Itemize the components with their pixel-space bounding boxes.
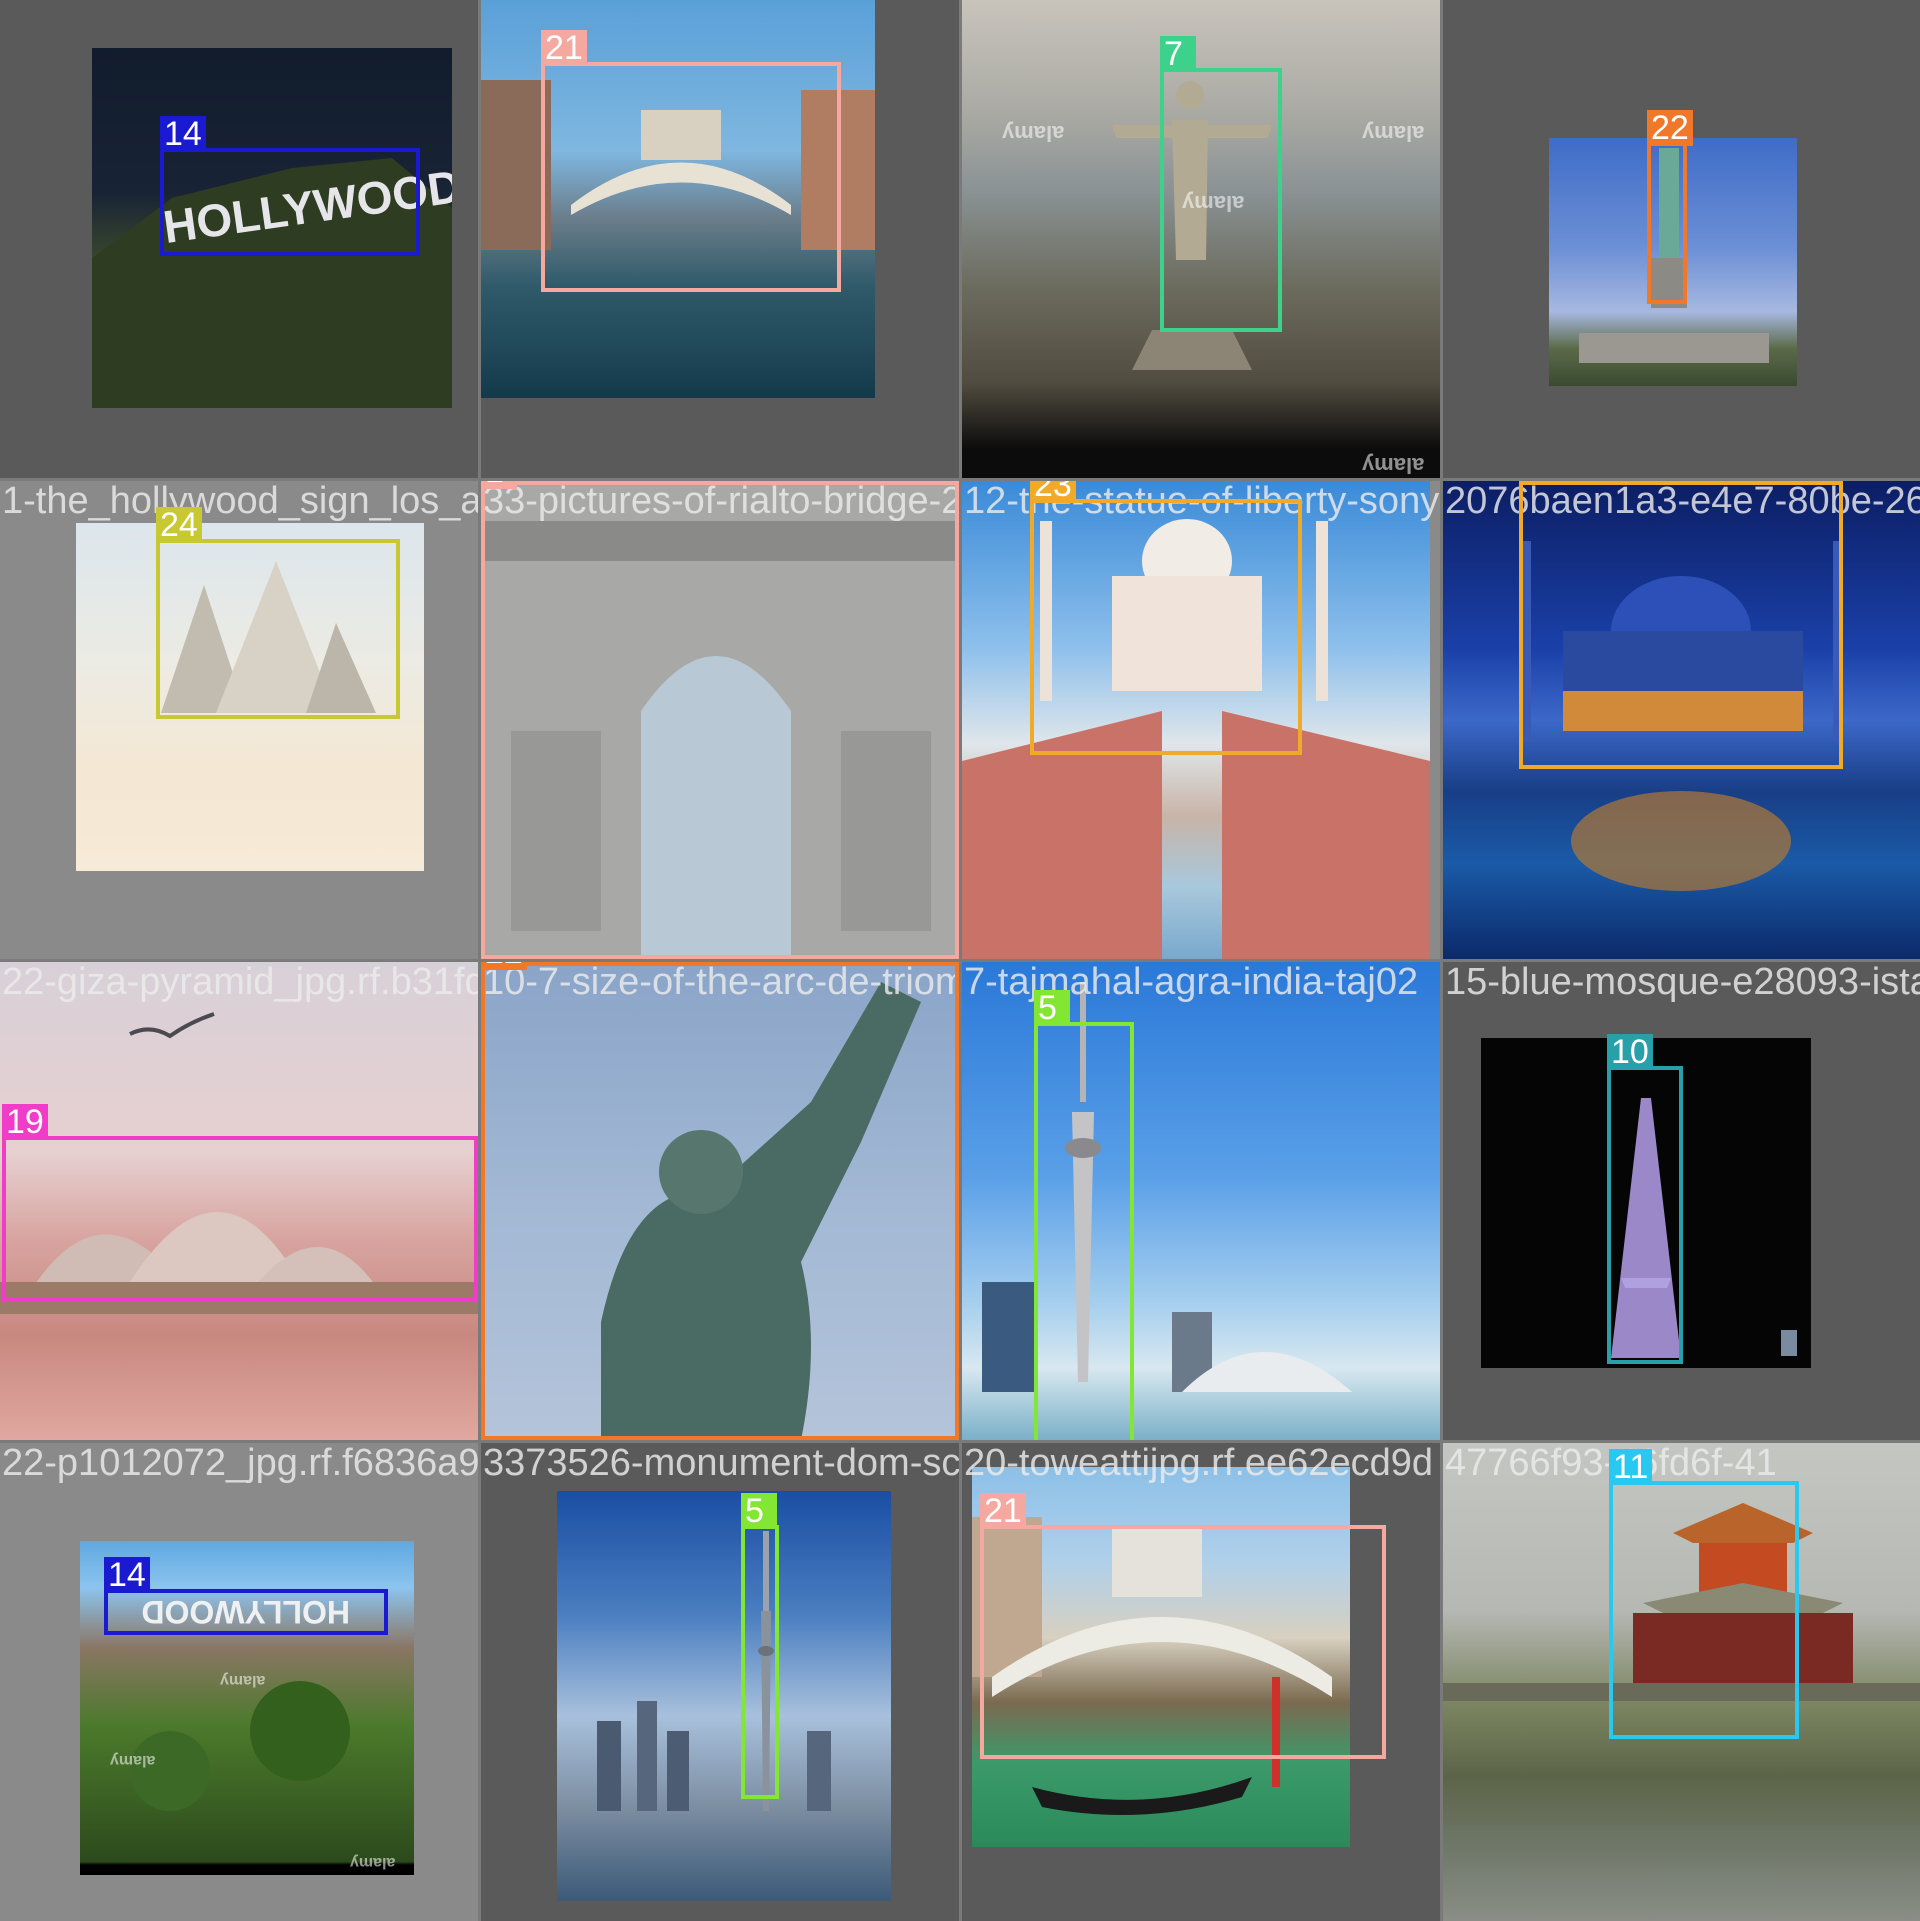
- hollywood-night-image: HOLLYWOOD: [92, 48, 452, 408]
- detection-box: 7: [1160, 36, 1282, 332]
- detection-box: 14: [104, 1557, 388, 1635]
- detection-box: 22: [481, 962, 959, 1440]
- svg-text:HOLLYWOOD: HOLLYWOOD: [141, 1594, 350, 1630]
- detection-label: 10: [1607, 1034, 1653, 1070]
- tile-taj-mahal: 12-the-statue-of-liberty-sonya-ya-pode-j…: [962, 481, 1440, 959]
- tile-forbidden-city: 47766f93-46fd6f-41 11: [1443, 1443, 1920, 1921]
- filename-label: 3373526-monument-dom-sc: [483, 1443, 959, 1484]
- watermark: alamy: [1002, 121, 1065, 146]
- tile-hollywood-night: HOLLYWOOD 14: [0, 0, 478, 478]
- tile-liberty-small: 22: [1443, 0, 1920, 478]
- pyramids-image: [76, 523, 424, 871]
- forbidden-city-image: [1443, 1443, 1920, 1921]
- detection-box: 14: [160, 116, 420, 256]
- filename-label: 15-blue-mosque-e28093-istan: [1445, 962, 1920, 1003]
- cn-tower-image: [962, 962, 1440, 1440]
- tile-hollywood-mirrored: HOLLYWOOD alamy alamy alamy 22-p1012072_…: [0, 1443, 478, 1921]
- detection-label: 1: [481, 481, 517, 489]
- filename-label: 22-p1012072_jpg.rf.f6836a9: [2, 1443, 478, 1484]
- watermark: alamy: [1362, 453, 1425, 478]
- eiffel-night-image: [1481, 1038, 1811, 1368]
- tile-christ-redeemer: alamy alamy alamy alamy 7: [962, 0, 1440, 478]
- tile-rialto-bridge: 21: [481, 0, 959, 478]
- christ-redeemer-image: alamy alamy alamy alamy: [962, 0, 1440, 478]
- detection-label: 21: [980, 1493, 1026, 1529]
- liberty-small-image: [1549, 138, 1797, 386]
- detection-box: 11: [1609, 1449, 1799, 1739]
- tile-cn-tower: 7-tajmahal-agra-india-taj02 5: [962, 962, 1440, 1440]
- detection-label: 22: [481, 962, 527, 970]
- detection-label: 11: [1609, 1449, 1653, 1485]
- detection-box: 3: [1519, 481, 1843, 769]
- detection-box: 19: [2, 1104, 478, 1302]
- watermark: alamy: [350, 1854, 396, 1871]
- detection-label: 24: [156, 507, 202, 543]
- tile-blue-mosque: 2076baen1a3-e4e7-80be-262 3: [1443, 481, 1920, 959]
- filename-label: 1-the_hollywood_sign_los_angeles_usa_pho…: [2, 481, 478, 522]
- detection-box: 23: [1030, 481, 1302, 755]
- tile-arc-de-triomphe: 33-pictures-of-rialto-bridge-2048-rio-de…: [481, 481, 959, 959]
- tile-rialto-gondola: 20-toweattijpg.rf.ee62ecd9d 21: [962, 1443, 1440, 1921]
- tile-toronto-skyline: 3373526-monument-dom-sc 5: [481, 1443, 959, 1921]
- watermark: alamy: [110, 1752, 156, 1769]
- detection-box: 5: [741, 1493, 779, 1799]
- watermark: alamy: [220, 1672, 266, 1689]
- detection-box: 24: [156, 507, 400, 719]
- detection-box: 5: [1034, 990, 1134, 1440]
- taj-mahal-image: [962, 481, 1430, 959]
- detection-box: 10: [1607, 1034, 1683, 1364]
- detection-label: 23: [1030, 481, 1076, 503]
- detection-label: 5: [741, 1493, 777, 1529]
- detection-box: 1: [481, 481, 959, 959]
- detection-label: 21: [541, 30, 587, 66]
- detection-box: 21: [980, 1493, 1386, 1759]
- detection-label: 3: [1519, 481, 1555, 485]
- arc-image: [481, 481, 959, 959]
- watermark: alamy: [1362, 121, 1425, 146]
- detection-label: 7: [1160, 36, 1196, 72]
- tile-liberty-closeup: 10-7-size-of-the-arc-de-triomphe-paris 2…: [481, 962, 959, 1440]
- rialto-image: [481, 0, 875, 398]
- toronto-image: [557, 1491, 891, 1901]
- detection-label: 14: [104, 1557, 150, 1593]
- detection-label: 22: [1647, 110, 1693, 146]
- detection-box: 22: [1647, 110, 1693, 304]
- detection-label: 5: [1034, 990, 1070, 1026]
- tile-eiffel-night: 15-blue-mosque-e28093-istan 10: [1443, 962, 1920, 1440]
- hollywood-mirrored-image: HOLLYWOOD alamy alamy alamy: [80, 1541, 414, 1875]
- detection-label: 14: [160, 116, 206, 152]
- liberty-closeup-image: [481, 962, 959, 1440]
- detection-label: 19: [2, 1104, 48, 1140]
- tile-giza-pyramids: 1-the_hollywood_sign_los_angeles_usa_pho…: [0, 481, 478, 959]
- detection-box: 21: [541, 30, 841, 292]
- tile-sydney-opera: 22-giza-pyramid_jpg.rf.b31fd 19: [0, 962, 478, 1440]
